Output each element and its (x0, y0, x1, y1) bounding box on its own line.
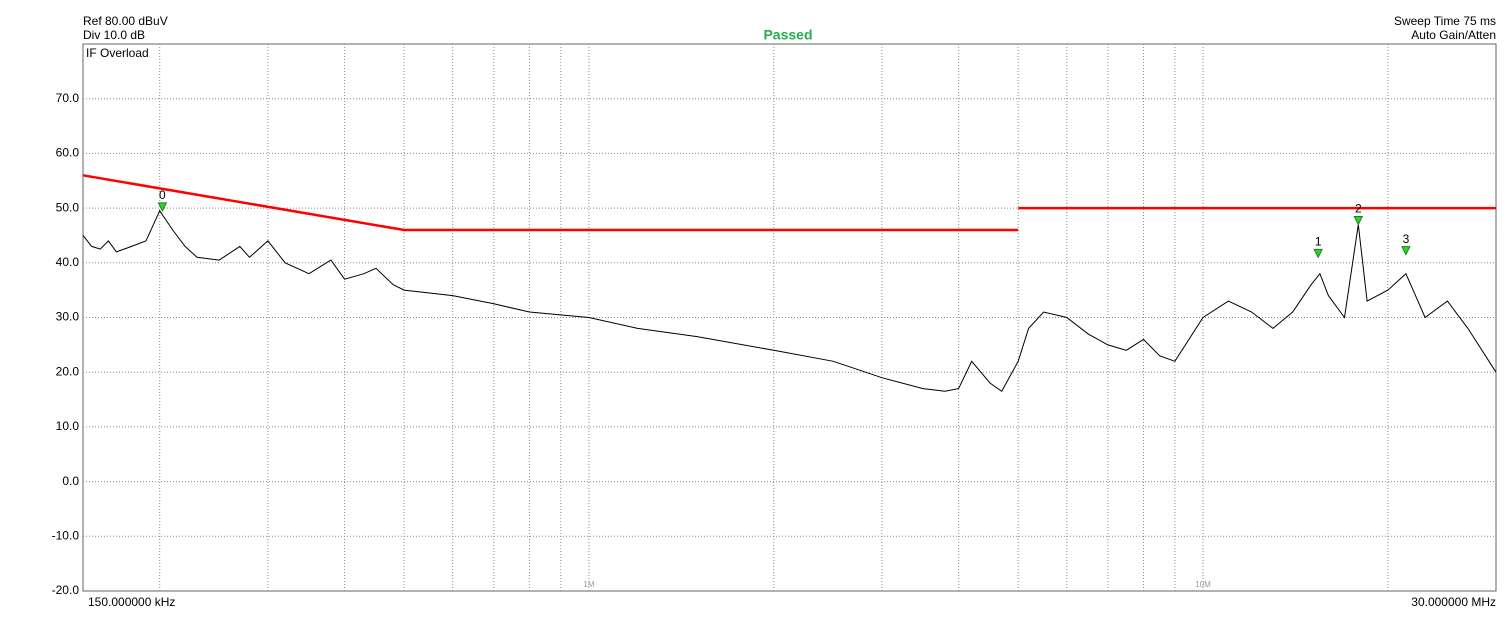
y-tick-label: 70.0 (56, 91, 80, 105)
marker (1313, 248, 1323, 259)
y-tick-label: 40.0 (56, 255, 80, 269)
marker-label: 0 (159, 188, 166, 202)
chart-title: Passed (763, 27, 812, 43)
y-tick-label: 10.0 (56, 419, 80, 433)
status-label: IF Overload (86, 46, 149, 60)
y-tick-label: 20.0 (56, 364, 80, 378)
y-tick-label: 50.0 (56, 200, 80, 214)
y-tick-label: 30.0 (56, 310, 80, 324)
y-tick-label: -20.0 (52, 583, 80, 597)
marker (1353, 216, 1364, 226)
sweep-label: Sweep Time 75 ms (1394, 14, 1496, 28)
marker (1401, 246, 1411, 256)
x-tick-label: 10M (1195, 580, 1211, 589)
marker-label: 2 (1355, 202, 1362, 216)
marker-label: 3 (1403, 232, 1410, 246)
y-tick-label: 60.0 (56, 146, 80, 160)
div-label: Div 10.0 dB (83, 28, 145, 42)
trace (82, 209, 1497, 393)
ref-label: Ref 80.00 dBuV (83, 14, 168, 28)
x-tick-label: 1M (583, 580, 594, 589)
limit-line (82, 174, 1496, 232)
gain-label: Auto Gain/Atten (1411, 28, 1496, 42)
marker-label: 1 (1315, 235, 1322, 249)
y-tick-label: -10.0 (52, 528, 80, 542)
plot-frame (82, 43, 1497, 592)
x-start-label: 150.000000 kHz (88, 595, 175, 609)
marker (157, 202, 168, 212)
x-end-label: 30.000000 MHz (1411, 595, 1496, 609)
y-tick-label: 0.0 (62, 474, 79, 488)
